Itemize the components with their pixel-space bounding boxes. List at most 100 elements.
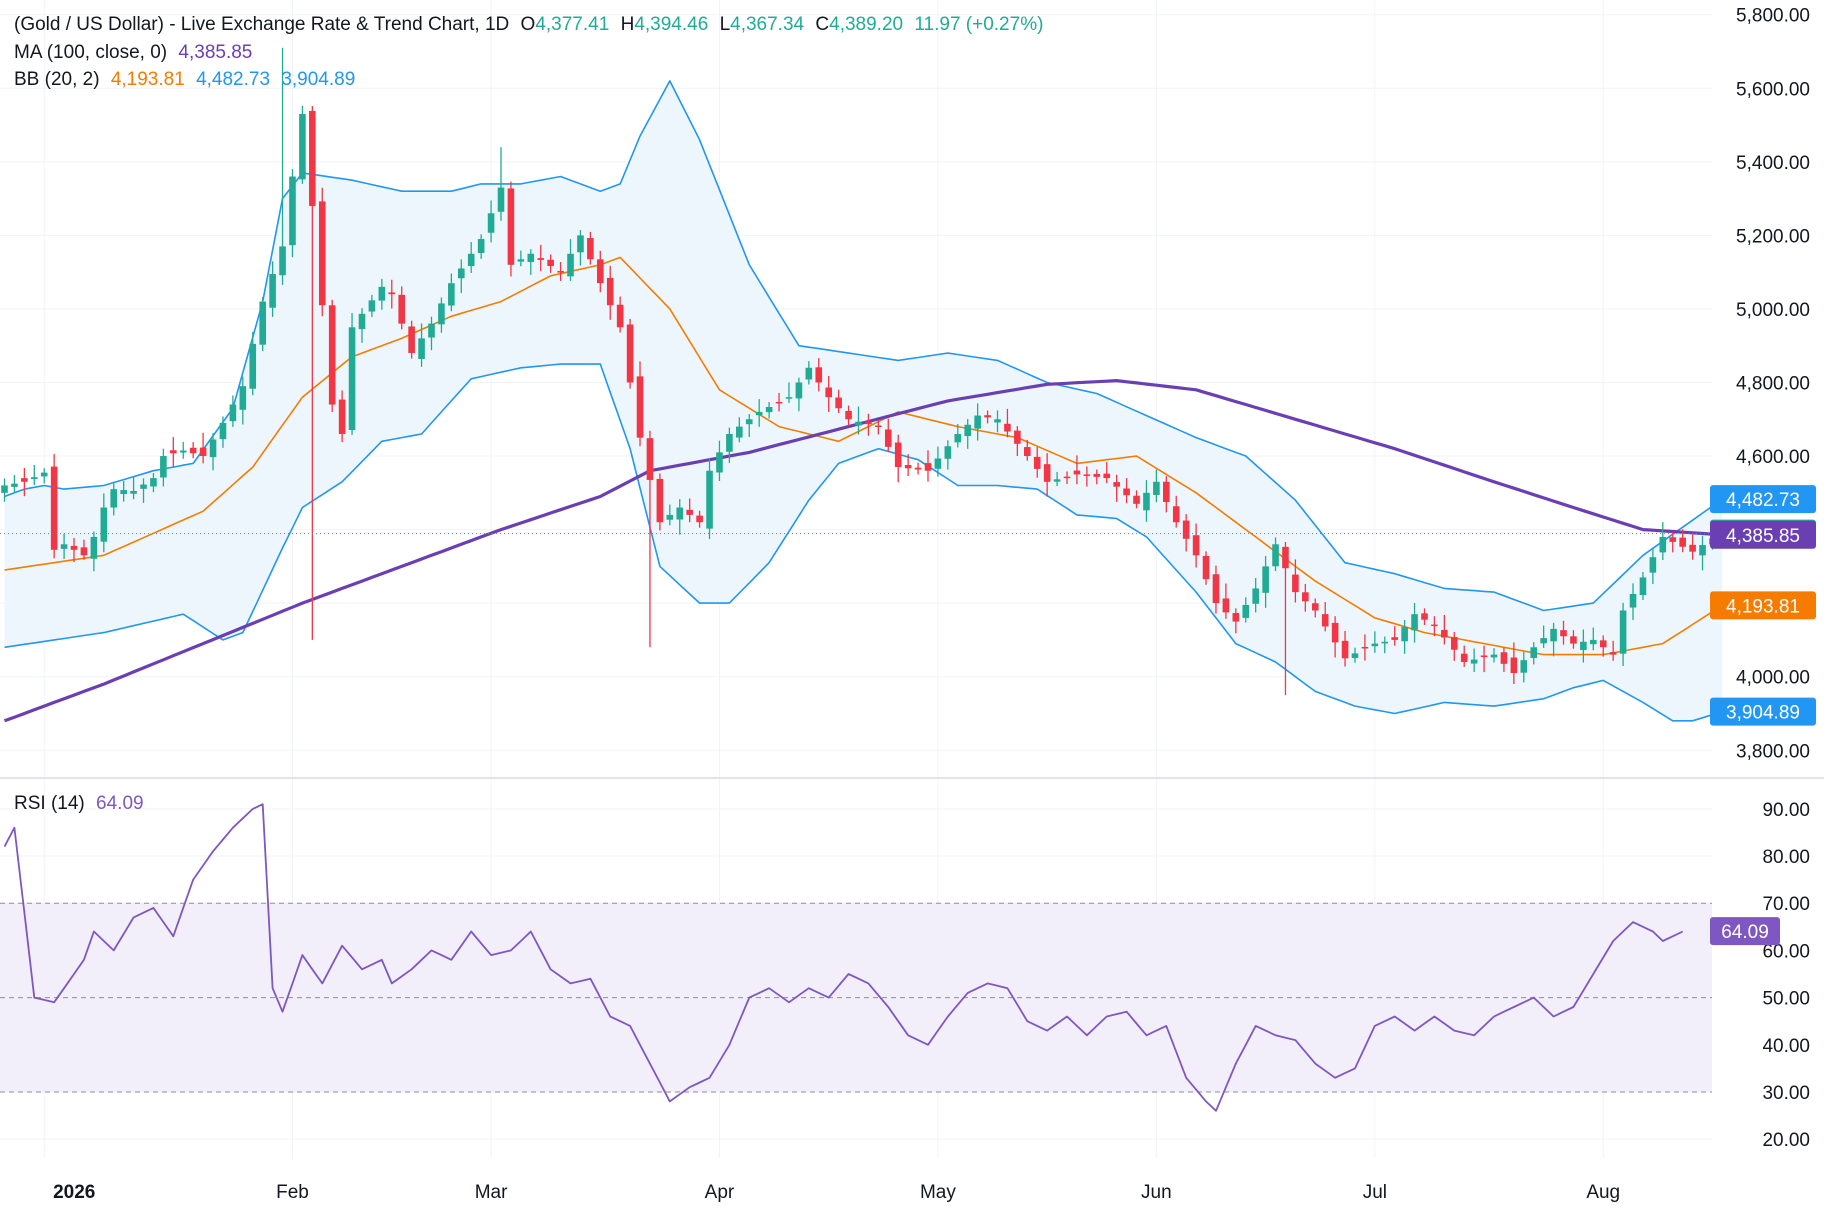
candle [884, 418, 892, 453]
candle [1341, 630, 1349, 667]
candle-body [1083, 474, 1091, 476]
candle-body [378, 286, 386, 301]
ma-legend-value: 4,385.85 [178, 42, 253, 63]
candle [964, 418, 972, 449]
candle-body [1401, 627, 1408, 642]
candle [855, 406, 862, 435]
candle [716, 440, 723, 481]
high-label: H [620, 14, 635, 35]
badge-bg [1710, 520, 1816, 549]
candle-body [745, 419, 753, 425]
rsi-tick-label: 60.00 [1762, 941, 1810, 962]
candle-body [11, 483, 18, 487]
candle [1460, 645, 1468, 667]
candle [527, 249, 535, 275]
candle [50, 454, 58, 559]
candle-body [110, 489, 118, 508]
candle-body [1, 485, 8, 493]
candle [736, 417, 743, 443]
candle [30, 464, 38, 486]
candle [636, 361, 644, 447]
candle-body [1113, 482, 1120, 487]
rsi-tick-label: 70.00 [1762, 894, 1810, 915]
candle-body [1202, 555, 1210, 580]
ma-line [3, 379, 1723, 723]
candle-body [1123, 488, 1130, 496]
candle [1014, 426, 1021, 457]
candle [130, 477, 137, 500]
candle-body [1669, 537, 1677, 542]
candle [934, 446, 942, 477]
candle [726, 427, 733, 464]
candle-body [765, 407, 773, 413]
rsi-line [3, 803, 1684, 1112]
bb-lower-line [4, 363, 1723, 722]
candle-body [140, 484, 147, 489]
candle [21, 468, 28, 497]
candle [904, 454, 912, 477]
candle-body [894, 442, 902, 468]
close-value: 4,389.20 [829, 14, 904, 35]
candle [1401, 620, 1408, 654]
candle [318, 187, 326, 317]
candle [1470, 648, 1478, 672]
candle-body [477, 239, 485, 253]
candle [1560, 620, 1567, 645]
candle [666, 504, 674, 526]
candle [1212, 565, 1220, 614]
candle-body [1053, 479, 1061, 482]
rsi-tick-label: 50.00 [1762, 989, 1810, 1010]
badge-text: 4,385.85 [1726, 526, 1800, 547]
candle-body [755, 411, 763, 416]
candle [259, 297, 266, 352]
candle-body [1609, 652, 1617, 655]
candle [1599, 635, 1607, 657]
candle [1331, 616, 1339, 658]
candle-body [80, 547, 88, 556]
candle [1490, 648, 1498, 663]
candle-body [1649, 557, 1657, 573]
candle-body [517, 259, 525, 262]
candle-body [597, 259, 604, 284]
candle [348, 313, 356, 435]
candle-body [309, 110, 316, 206]
candle [1540, 625, 1547, 648]
candle [597, 250, 604, 293]
candle [676, 499, 684, 535]
candle-body [1599, 640, 1607, 648]
candle [507, 181, 515, 277]
candle-body [21, 478, 28, 482]
candle [1202, 551, 1210, 585]
candle [1053, 471, 1061, 487]
candle [1510, 642, 1518, 685]
candle [656, 473, 664, 531]
bb-basis-badge: 4,193.81 [1710, 591, 1816, 620]
price-tick-label: 5,800.00 [1736, 6, 1810, 27]
candle-body [457, 268, 465, 279]
candle [1043, 453, 1051, 497]
candle [1192, 523, 1200, 568]
candle-body [318, 201, 326, 306]
bb-fill [4, 80, 1723, 721]
candle [914, 462, 922, 475]
candle [90, 531, 98, 572]
candle-body [1460, 653, 1468, 662]
candle [309, 106, 316, 640]
candle-body [656, 478, 664, 523]
candle [924, 450, 932, 482]
candle-body [1431, 624, 1438, 627]
candle [944, 440, 952, 470]
candle-body [418, 338, 425, 359]
candle-body [1570, 636, 1577, 644]
candle [1023, 439, 1031, 461]
time-tick-label: May [920, 1182, 956, 1203]
candle [60, 533, 68, 559]
candle [1302, 584, 1309, 612]
candle [1659, 521, 1667, 561]
bb-legend-basis: 4,193.81 [110, 69, 185, 90]
candle [1609, 640, 1617, 661]
candle [438, 297, 445, 333]
ma-legend: MA (100, close, 0) 4,385.85 [14, 42, 258, 64]
rsi-legend-value: 64.09 [96, 793, 144, 814]
